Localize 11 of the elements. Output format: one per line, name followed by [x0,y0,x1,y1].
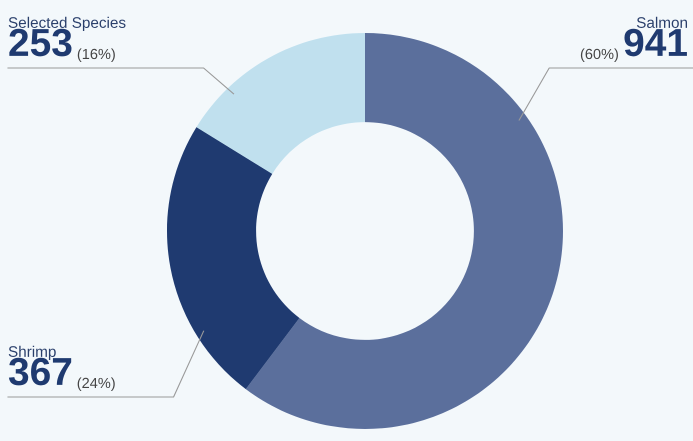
donut-slice [167,127,300,390]
text: (24%) [78,377,115,391]
data-label: 941 [624,28,687,56]
data-label: 367 [8,358,72,386]
text: (16%) [78,48,115,62]
data-label: 253 [9,28,72,56]
donut-slice [196,33,365,174]
text: (60%) [580,48,618,62]
donut-slice [246,33,563,429]
slice-label: Salmon [636,16,688,28]
slice-label: Shrimp [8,346,56,360]
